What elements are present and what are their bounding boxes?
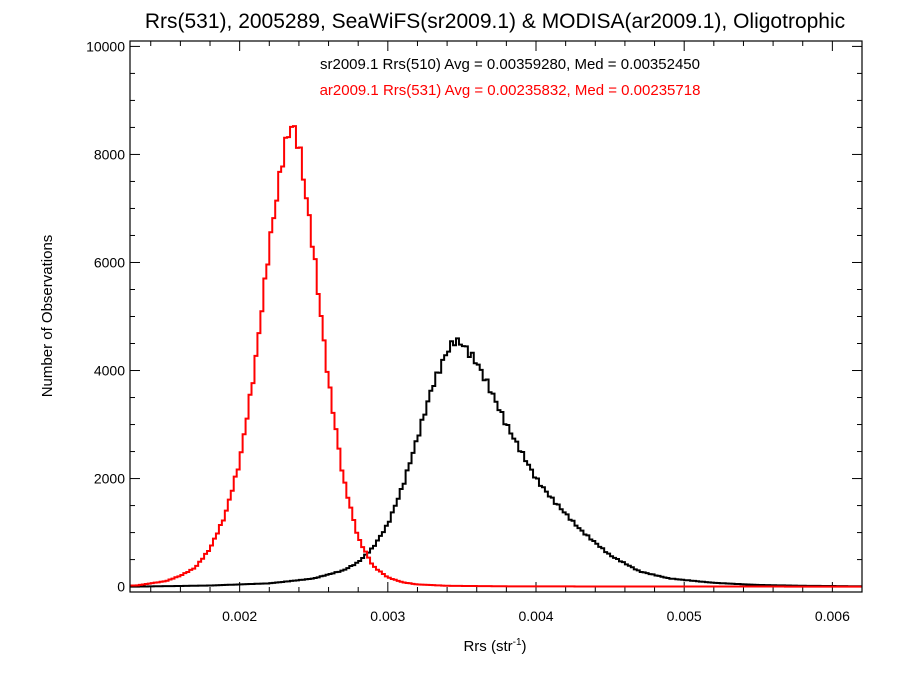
x-tick-label: 0.002 bbox=[222, 608, 257, 624]
x-tick-label: 0.005 bbox=[667, 608, 702, 624]
y-tick-label: 10000 bbox=[86, 38, 125, 54]
plot-frame bbox=[129, 40, 863, 593]
histogram-series-0 bbox=[130, 337, 862, 588]
y-tick-label: 8000 bbox=[94, 146, 125, 162]
legend-entry-ar2009: ar2009.1 Rrs(531) Avg = 0.00235832, Med … bbox=[320, 82, 701, 99]
histogram-series-1 bbox=[130, 125, 862, 588]
x-tick-label: 0.004 bbox=[518, 608, 553, 624]
x-tick-labels: 0.002 0.003 0.004 0.005 0.006 bbox=[222, 608, 850, 624]
x-axis-label: Rrs (str-1) bbox=[463, 637, 526, 655]
x-axis-label-close: ) bbox=[522, 638, 527, 655]
x-axis-label-main: Rrs (str bbox=[463, 638, 512, 655]
x-axis-label-sup: -1 bbox=[513, 637, 522, 648]
y-axis-label: Number of Observations bbox=[39, 235, 56, 398]
x-tick-label: 0.006 bbox=[815, 608, 850, 624]
chart-title: Rrs(531), 2005289, SeaWiFS(sr2009.1) & M… bbox=[145, 10, 845, 33]
y-tick-label: 0 bbox=[117, 579, 125, 595]
series-layer bbox=[130, 125, 862, 588]
y-tick-label: 2000 bbox=[94, 471, 125, 487]
axes-ticks bbox=[130, 41, 863, 592]
legend-entry-sr2009: sr2009.1 Rrs(510) Avg = 0.00359280, Med … bbox=[320, 56, 700, 73]
y-tick-label: 4000 bbox=[94, 363, 125, 379]
y-tick-labels: 0 2000 4000 6000 8000 10000 bbox=[86, 38, 125, 594]
x-tick-label: 0.003 bbox=[370, 608, 405, 624]
y-tick-label: 6000 bbox=[94, 254, 125, 270]
